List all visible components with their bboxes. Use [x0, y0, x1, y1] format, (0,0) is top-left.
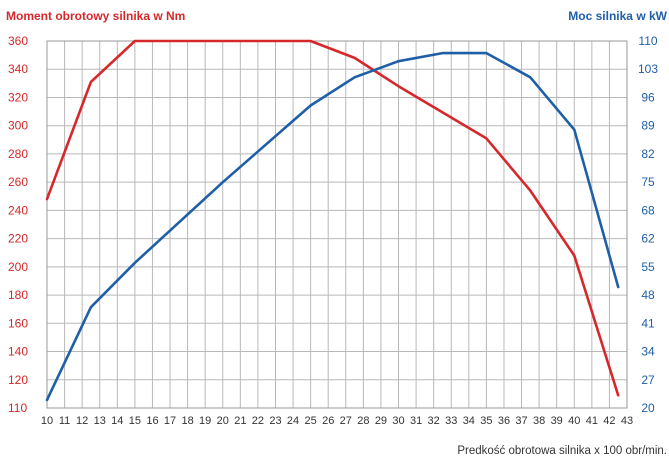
x-tick-label: 41	[586, 415, 598, 427]
x-tick-label: 28	[357, 415, 369, 427]
left-tick-label: 120	[8, 373, 28, 387]
left-tick-label: 260	[8, 175, 28, 189]
left-axis-title: Moment obrotowy silnika w Nm	[6, 9, 185, 23]
x-tick-label: 29	[375, 415, 387, 427]
x-tick-label: 27	[340, 415, 352, 427]
x-tick-label: 22	[252, 415, 264, 427]
x-tick-label: 39	[551, 415, 563, 427]
right-tick-label: 55	[641, 260, 655, 274]
x-tick-label: 14	[111, 415, 123, 427]
x-tick-label: 38	[533, 415, 545, 427]
right-tick-label: 27	[641, 373, 655, 387]
x-tick-label: 20	[217, 415, 229, 427]
left-tick-label: 180	[8, 288, 28, 302]
left-tick-label: 240	[8, 203, 28, 217]
x-tick-label: 19	[199, 415, 211, 427]
left-tick-label: 300	[8, 119, 28, 133]
right-tick-label: 62	[641, 232, 655, 246]
x-tick-label: 34	[463, 415, 475, 427]
x-tick-label: 40	[568, 415, 580, 427]
left-tick-label: 110	[8, 401, 27, 415]
right-axis-title: Moc silnika w kW	[568, 9, 667, 23]
x-tick-label: 30	[392, 415, 404, 427]
x-axis-label: Predkość obrotowa silnika x 100 obr/min.	[457, 445, 667, 457]
left-tick-label: 280	[8, 147, 28, 161]
right-tick-label: 103	[638, 62, 658, 76]
right-tick-label: 48	[641, 288, 655, 302]
right-tick-label: 75	[641, 175, 655, 189]
power-series-line	[45, 51, 620, 402]
left-tick-label: 160	[8, 316, 28, 330]
plot-frame	[46, 40, 628, 409]
x-tick-label: 26	[322, 415, 334, 427]
axis-ticks: 10 11 12 13 14 15 16 17 18 19 20 21 22 23 24 25 26 27 28 29…	[8, 34, 658, 427]
right-tick-label: 89	[641, 119, 655, 133]
chart-series	[45, 39, 620, 402]
right-tick-label: 68	[641, 203, 655, 217]
left-tick-label: 360	[8, 34, 28, 48]
left-tick-label: 140	[8, 345, 28, 359]
x-tick-label: 33	[445, 415, 457, 427]
x-tick-label: 23	[269, 415, 281, 427]
left-tick-label: 320	[8, 90, 28, 104]
torque-series-line	[45, 39, 620, 397]
right-tick-label: 82	[641, 147, 655, 161]
x-tick-label: 42	[603, 415, 615, 427]
x-tick-label: 16	[146, 415, 158, 427]
left-tick-label: 340	[8, 62, 28, 76]
x-tick-label: 25	[305, 415, 317, 427]
x-tick-label: 21	[234, 415, 246, 427]
x-tick-label: 11	[59, 415, 70, 427]
x-tick-label: 43	[621, 415, 633, 427]
left-tick-label: 220	[8, 232, 28, 246]
x-tick-label: 36	[498, 415, 510, 427]
x-tick-label: 18	[181, 415, 193, 427]
x-tick-label: 35	[480, 415, 492, 427]
x-tick-label: 32	[428, 415, 440, 427]
right-tick-label: 110	[638, 34, 657, 48]
x-tick-label: 31	[410, 415, 422, 427]
chart-grid	[46, 40, 628, 409]
x-tick-label: 13	[94, 415, 106, 427]
x-tick-label: 15	[129, 415, 141, 427]
x-tick-label: 10	[41, 415, 53, 427]
right-tick-label: 34	[641, 345, 655, 359]
right-tick-label: 20	[641, 401, 655, 415]
left-tick-label: 200	[8, 260, 28, 274]
x-tick-label: 17	[164, 415, 176, 427]
right-tick-label: 41	[641, 316, 655, 330]
x-tick-label: 12	[76, 415, 88, 427]
right-tick-label: 96	[641, 90, 655, 104]
x-tick-label: 37	[515, 415, 527, 427]
x-tick-label: 24	[287, 415, 299, 427]
